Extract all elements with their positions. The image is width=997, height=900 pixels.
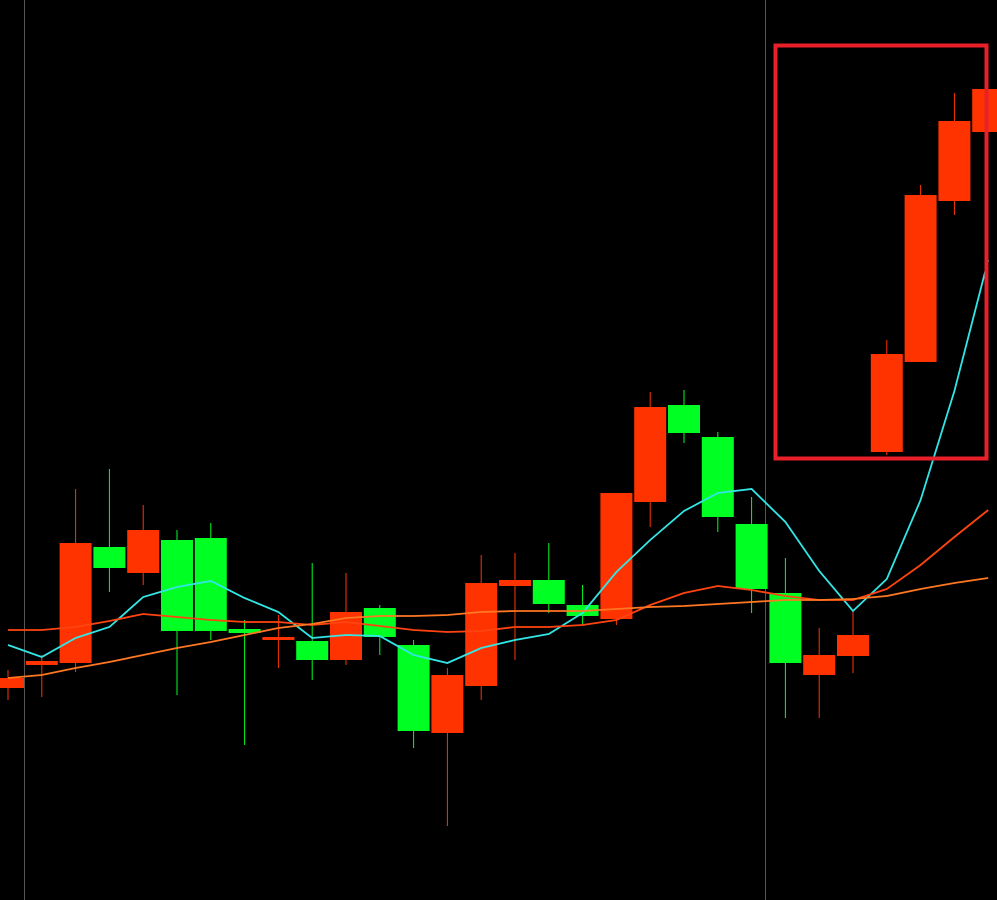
candle-body	[127, 530, 160, 573]
candle-body	[837, 635, 869, 656]
candle-body	[262, 637, 295, 640]
candle-body	[25, 661, 58, 665]
moving-average-line	[7, 259, 990, 664]
candle-body	[701, 437, 734, 517]
candle-body	[499, 580, 531, 586]
candle-body	[938, 121, 971, 201]
candle-body	[532, 580, 565, 604]
candle-body	[870, 354, 903, 452]
candle-body	[735, 524, 768, 589]
candle-body	[904, 195, 937, 362]
candle-body	[397, 645, 430, 731]
candle-body	[769, 593, 802, 663]
candle-body	[803, 655, 836, 675]
candle-body	[668, 405, 700, 433]
plot-area	[0, 89, 997, 826]
candle-body	[296, 641, 329, 660]
candle-body	[194, 538, 227, 631]
candle-body	[465, 583, 498, 686]
candle-body	[0, 678, 24, 688]
candle-body	[431, 675, 464, 733]
candle-body	[363, 608, 396, 637]
candle-body	[93, 547, 126, 568]
candle-body	[600, 493, 633, 619]
moving-average-line	[7, 577, 989, 679]
candle-body	[228, 629, 261, 633]
highlight-box	[773, 43, 989, 461]
candle-body	[634, 407, 667, 502]
